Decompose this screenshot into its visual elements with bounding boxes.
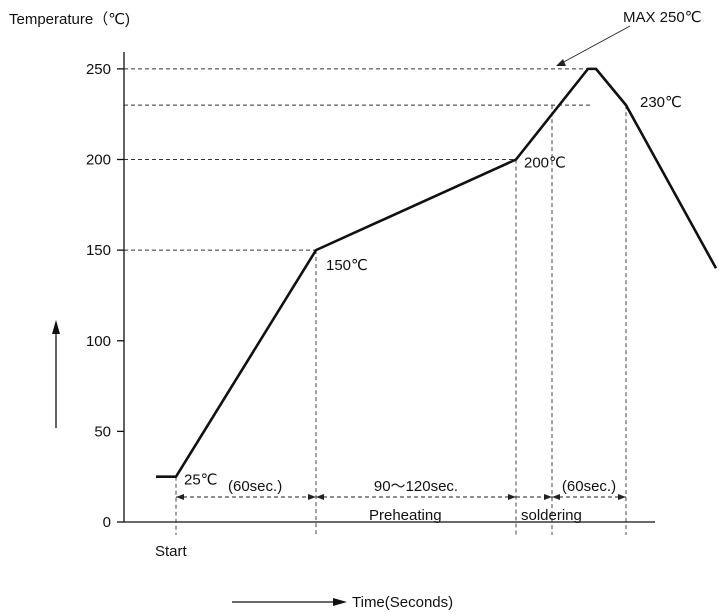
- interval-label: 90～120sec.: [374, 478, 458, 495]
- axes: [123, 52, 655, 523]
- interval-label: (60sec.): [562, 478, 616, 495]
- interval-arrowhead: [176, 494, 184, 500]
- callout-leader: [559, 25, 631, 65]
- temperature-profile-line: [156, 67, 718, 478]
- phase-label-preheating: Preheating: [369, 507, 442, 524]
- interval-arrowhead: [552, 494, 560, 500]
- interval-arrowhead: [544, 494, 552, 500]
- interval-arrowhead: [508, 494, 516, 500]
- up-arrow-icon: [52, 320, 60, 334]
- callout-arrowhead: [556, 59, 566, 66]
- point-label: 150℃: [326, 257, 368, 274]
- point-label: 25℃: [184, 472, 218, 489]
- time-intervals: (60sec.) 90～120sec. (60sec.): [176, 478, 626, 500]
- guide-lines: [124, 68, 627, 535]
- y-tick-label: 150: [86, 242, 111, 259]
- series: [156, 67, 718, 478]
- max-temp-label: MAX 250℃: [623, 9, 702, 26]
- y-axis-title: Temperature（℃): [9, 11, 130, 28]
- x-axis-title: Time(Seconds): [352, 594, 453, 611]
- y-ticks: 0 50 100 150 200 250: [86, 61, 124, 531]
- y-tick-label: 0: [103, 514, 111, 531]
- y-tick-label: 200: [86, 152, 111, 169]
- interval-arrowhead: [618, 494, 626, 500]
- point-label: 230℃: [640, 94, 682, 111]
- y-tick-label: 50: [94, 423, 111, 440]
- y-tick-label: 250: [86, 61, 111, 78]
- right-arrow-icon: [333, 598, 347, 606]
- phase-label-soldering: soldering: [521, 507, 582, 524]
- interval-arrowhead: [316, 494, 324, 500]
- interval-label: (60sec.): [228, 478, 282, 495]
- interval-arrowhead: [308, 494, 316, 500]
- point-label: 200℃: [524, 155, 566, 172]
- start-label: Start: [155, 543, 188, 560]
- point-labels: 25℃ 150℃ 200℃ 230℃ MAX 250℃: [184, 9, 702, 489]
- y-tick-label: 100: [86, 333, 111, 350]
